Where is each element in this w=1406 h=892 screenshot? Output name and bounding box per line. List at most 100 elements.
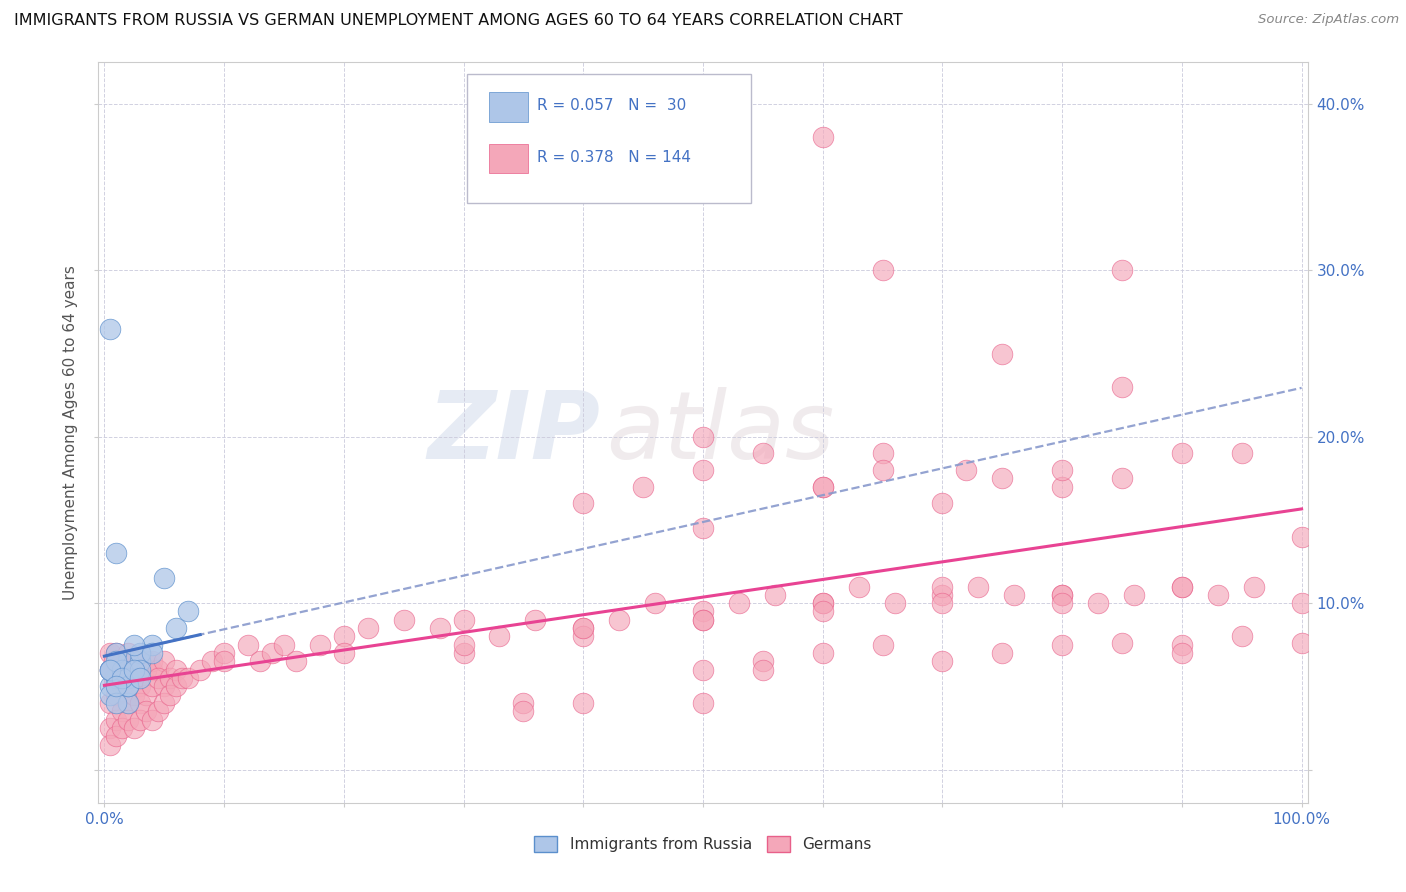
Point [141,638,163,652]
Point [1291,530,1313,544]
Point [103,654,125,668]
Point [100,663,122,677]
Point [100,663,122,677]
Point [512,704,534,718]
Point [165,621,187,635]
Point [752,446,775,460]
Point [883,596,905,610]
Point [453,613,475,627]
Point [872,446,894,460]
Point [1243,580,1265,594]
Point [524,613,547,627]
Point [105,679,128,693]
Point [1050,480,1073,494]
Point [692,430,714,444]
Point [188,663,211,677]
Point [100,679,122,693]
Point [607,613,630,627]
Point [692,521,714,535]
Point [103,671,125,685]
Point [201,654,224,668]
Point [111,679,134,693]
Point [931,654,953,668]
Point [848,580,870,594]
Point [111,671,134,685]
Point [129,671,152,685]
Point [111,671,134,685]
Point [100,688,122,702]
Bar [489,92,527,121]
Point [111,654,134,668]
Point [692,605,714,619]
Point [931,596,953,610]
Point [811,646,834,660]
Point [107,663,129,677]
Point [1171,580,1194,594]
Point [100,738,122,752]
Point [100,646,122,660]
Point [117,679,139,693]
Point [159,688,181,702]
Point [1111,263,1133,277]
Point [284,654,307,668]
Point [129,663,152,677]
Text: atlas: atlas [606,387,835,478]
Point [872,638,894,652]
Point [752,654,775,668]
Text: R = 0.057   N =  30: R = 0.057 N = 30 [537,98,686,113]
Point [811,480,834,494]
Point [129,646,152,660]
Point [1050,463,1073,477]
Point [931,580,953,594]
Point [1171,580,1194,594]
Point [135,704,157,718]
Point [1050,588,1073,602]
Point [124,671,146,685]
Point [429,621,451,635]
Point [1087,596,1109,610]
Point [728,596,751,610]
Point [453,638,475,652]
Point [124,638,146,652]
Point [117,663,139,677]
Point [129,671,152,685]
Point [692,463,714,477]
Point [141,654,163,668]
Point [117,671,139,685]
Point [111,704,134,718]
Point [129,654,152,668]
Point [111,663,134,677]
Point [512,696,534,710]
Point [135,654,157,668]
Point [105,679,128,693]
Point [105,688,128,702]
Point [100,696,122,710]
Point [124,688,146,702]
Point [117,679,139,693]
Point [309,638,332,652]
Point [105,646,128,660]
Point [631,480,654,494]
Point [273,638,295,652]
Point [172,671,194,685]
Point [931,496,953,510]
Point [100,663,122,677]
Point [488,629,510,643]
Point [872,463,894,477]
Point [357,621,380,635]
Point [572,621,595,635]
Point [572,496,595,510]
Point [1111,380,1133,394]
Point [124,721,146,735]
Point [811,596,834,610]
Text: ZIP: ZIP [427,386,600,479]
Point [117,671,139,685]
Point [752,663,775,677]
Point [117,654,139,668]
Point [991,471,1014,485]
Point [135,663,157,677]
Point [1111,471,1133,485]
Point [212,654,235,668]
Point [100,721,122,735]
Point [572,629,595,643]
